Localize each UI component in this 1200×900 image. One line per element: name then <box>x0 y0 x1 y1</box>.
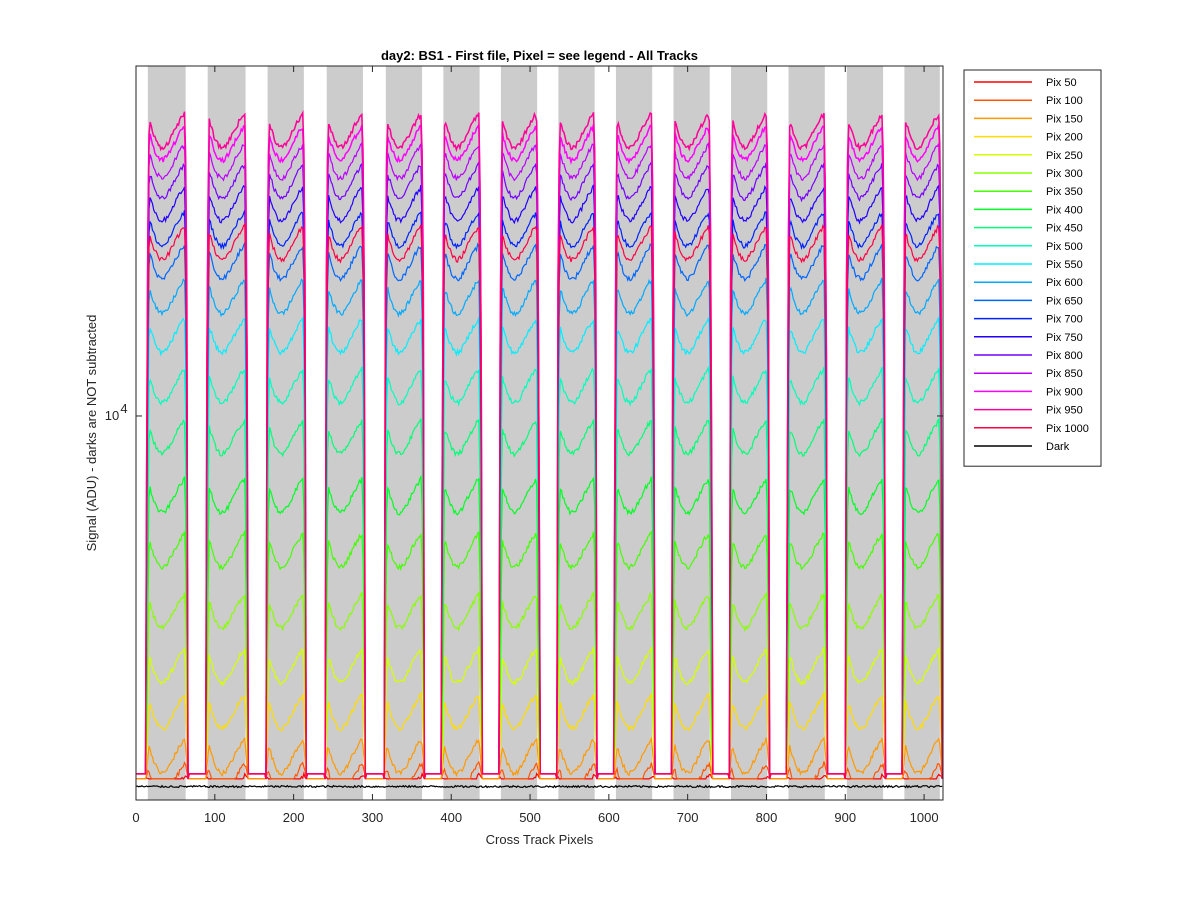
x-axis-label: Cross Track Pixels <box>486 832 594 847</box>
legend-entry: Pix 550 <box>1046 259 1083 271</box>
x-tick-label: 300 <box>362 810 384 825</box>
legend-entry: Pix 50 <box>1046 77 1077 89</box>
axis-ticks: 0 100 200 300 400 500 600 700 800 900 1000 10 4 <box>105 66 943 825</box>
x-tick-label: 900 <box>834 810 856 825</box>
legend-entry: Pix 700 <box>1046 314 1083 326</box>
track-band-14 <box>904 66 940 800</box>
legend-entry: Pix 150 <box>1046 113 1083 125</box>
x-tick-label: 700 <box>677 810 699 825</box>
legend-entry: Pix 850 <box>1046 368 1083 380</box>
x-tick-label: 800 <box>756 810 778 825</box>
legend-entry: Pix 300 <box>1046 168 1083 180</box>
legend-entry: Dark <box>1046 441 1070 453</box>
legend-entry: Pix 600 <box>1046 277 1083 289</box>
legend-entry: Pix 400 <box>1046 204 1083 216</box>
track-band-2 <box>207 66 246 800</box>
y-axis-label: Signal (ADU) - darks are NOT subtracted <box>84 315 99 552</box>
chart-title: day2: BS1 - First file, Pixel = see lege… <box>381 48 698 63</box>
legend-entry: Pix 350 <box>1046 186 1083 198</box>
x-tick-label: 400 <box>440 810 462 825</box>
series-line-pix-1000 <box>136 222 943 780</box>
legend-entry: Pix 950 <box>1046 405 1083 417</box>
legend-entry: Pix 250 <box>1046 150 1083 162</box>
plot-frame <box>135 65 944 801</box>
legend: Pix 50 Pix 100 Pix 150 Pix 200 Pix 250 Pix 30… <box>963 69 1102 467</box>
legend-entry: Pix 1000 <box>1046 423 1089 435</box>
legend-entry: Pix 900 <box>1046 386 1083 398</box>
track-band-1 <box>147 66 186 800</box>
y-tick-label: 10 <box>105 408 119 423</box>
track-band-10 <box>673 66 710 800</box>
series-line-dark <box>136 784 943 789</box>
x-tick-label: 0 <box>132 810 139 825</box>
series-line-pix-200 <box>136 691 943 780</box>
x-tick-label: 600 <box>598 810 620 825</box>
series-line-pix-100 <box>136 760 943 780</box>
x-tick-label: 100 <box>204 810 226 825</box>
legend-entry: Pix 450 <box>1046 223 1083 235</box>
legend-entry: Pix 200 <box>1046 132 1083 144</box>
x-tick-label: 500 <box>519 810 541 825</box>
legend-entry: Pix 650 <box>1046 295 1083 307</box>
track-band-7 <box>500 66 538 800</box>
legend-entry: Pix 500 <box>1046 241 1083 253</box>
x-tick-label: 1000 <box>910 810 939 825</box>
series-line-pix-150 <box>136 736 943 780</box>
x-tick-label: 200 <box>283 810 305 825</box>
legend-entry: Pix 800 <box>1046 350 1083 362</box>
legend-entry: Pix 750 <box>1046 332 1083 344</box>
legend-entry: Pix 100 <box>1046 95 1083 107</box>
y-tick-label-exponent: 4 <box>120 401 127 416</box>
series-lines <box>136 110 943 789</box>
track-band-13 <box>846 66 884 800</box>
track-band-4 <box>326 66 363 800</box>
track-band-6 <box>443 66 480 800</box>
